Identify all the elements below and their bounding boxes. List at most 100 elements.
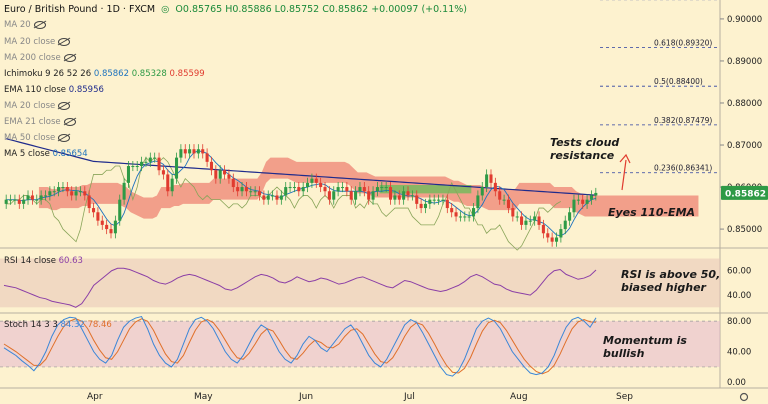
hide-eye-icon[interactable]	[33, 20, 46, 29]
candle-body	[74, 191, 78, 196]
up-arrow	[621, 159, 627, 191]
candle-body	[454, 212, 458, 217]
candle-body	[336, 187, 340, 192]
rsi-legend[interactable]: RSI 14 close 60.63	[4, 256, 83, 266]
stoch-k-line	[3, 315, 597, 377]
candle-body	[153, 157, 157, 159]
candle-body	[340, 187, 345, 189]
hide-eye-icon[interactable]	[58, 37, 71, 46]
candle-body	[4, 199, 8, 204]
chikou-span	[6, 156, 562, 251]
stoch-tick-label: 80.00	[727, 317, 751, 327]
legend-ma20-close[interactable]: MA 20 close	[4, 37, 71, 47]
candle-body	[209, 161, 213, 171]
candle-body	[100, 220, 104, 225]
candle-body	[415, 195, 419, 204]
candle-body	[345, 187, 349, 192]
candle-body	[144, 161, 148, 163]
stoch-d-line	[3, 318, 597, 375]
hide-eye-icon[interactable]	[63, 117, 76, 126]
candle-body	[9, 199, 13, 201]
annotation-cloud: Tests cloud resistance	[550, 136, 620, 162]
candle-body	[170, 178, 174, 192]
candle-body	[131, 166, 135, 168]
candle-body	[550, 237, 554, 242]
candle-body	[148, 157, 152, 162]
candle-body	[450, 208, 454, 213]
stoch-legend[interactable]: Stoch 14 3 3 84.32 78.46	[4, 320, 112, 330]
x-tick-label: Jun	[298, 392, 313, 402]
candle-body	[257, 191, 262, 196]
candle-body	[511, 208, 515, 217]
candle-body	[231, 178, 235, 188]
candle-body	[244, 187, 248, 192]
candle-body	[380, 187, 384, 189]
stoch-tick-label: 0.00	[727, 378, 746, 388]
stoch-tick-label: 40.00	[727, 348, 751, 358]
candle-body	[319, 182, 323, 188]
candle-body	[589, 195, 593, 200]
candle-body	[537, 216, 541, 225]
candle-body	[249, 191, 253, 193]
hide-eye-icon[interactable]	[58, 133, 71, 142]
up-arrow-head	[619, 153, 631, 164]
candle-body	[78, 191, 82, 193]
legend-ma200[interactable]: MA 200 close	[4, 53, 76, 63]
candle-body	[493, 182, 497, 192]
candle-body	[262, 195, 266, 200]
legend-ema110[interactable]: EMA 110 close 0.85956	[4, 85, 104, 95]
candle-body	[480, 187, 484, 196]
candle-body	[458, 216, 462, 218]
candle-body	[437, 199, 441, 201]
hide-eye-icon[interactable]	[63, 53, 76, 62]
candle-body	[52, 191, 56, 193]
hide-eye-icon[interactable]	[58, 101, 71, 110]
candle-body	[594, 192, 598, 196]
legend-ma50[interactable]: MA 50 close	[4, 133, 71, 143]
candle-body	[218, 170, 222, 179]
candle-body	[26, 195, 30, 200]
legend-ichimoku[interactable]: Ichimoku 9 26 52 26 0.85862 0.85328 0.85…	[4, 69, 205, 79]
annotation-momentum: Momentum is bullish	[603, 334, 687, 360]
candle-body	[192, 149, 196, 154]
rsi-line	[3, 267, 597, 308]
candle-body	[201, 149, 205, 154]
candle-body	[183, 149, 187, 154]
fib-label: 0.382(0.87479)	[654, 116, 712, 125]
candle-body	[126, 166, 131, 183]
candle-body	[419, 203, 423, 209]
candle-body	[39, 195, 43, 200]
candle-body	[520, 216, 524, 225]
legend-ema21[interactable]: EMA 21 close	[4, 117, 76, 127]
candle-body	[70, 191, 74, 196]
annotation-ema: Eyes 110-EMA	[608, 206, 696, 219]
candle-body	[471, 208, 476, 217]
candle-body	[463, 216, 467, 218]
candle-body	[506, 199, 510, 209]
candle-body	[236, 187, 240, 192]
candle-body	[223, 170, 227, 175]
candle-body	[541, 224, 545, 234]
candle-body	[502, 199, 506, 201]
legend-ma20b[interactable]: MA 20 close	[4, 101, 71, 111]
fib-label: 0.618(0.89320)	[654, 38, 712, 47]
candle-body	[568, 212, 572, 221]
legend-ma20[interactable]: MA 20	[4, 20, 46, 30]
candle-body	[288, 187, 292, 189]
candle-body	[174, 157, 179, 179]
legend-ma5[interactable]: MA 5 close 0.85654	[4, 149, 88, 159]
candle-body	[292, 187, 296, 189]
candle-body	[122, 182, 126, 200]
candle-body	[284, 187, 288, 196]
candle-body	[301, 187, 305, 192]
candle-body	[397, 195, 401, 200]
fib-label: 0.5(0.88400)	[654, 77, 703, 86]
candle-body	[323, 187, 327, 192]
candle-body	[489, 174, 493, 183]
candle-body	[402, 191, 406, 200]
candle-body	[358, 187, 362, 192]
chart-header: Euro / British Pound · 1D · FXCM ◎ O0.85…	[4, 4, 467, 15]
stoch-band	[0, 321, 720, 367]
rsi-tick-label: 60.00	[727, 267, 751, 277]
y-tick-label: 0.89000	[727, 57, 762, 67]
